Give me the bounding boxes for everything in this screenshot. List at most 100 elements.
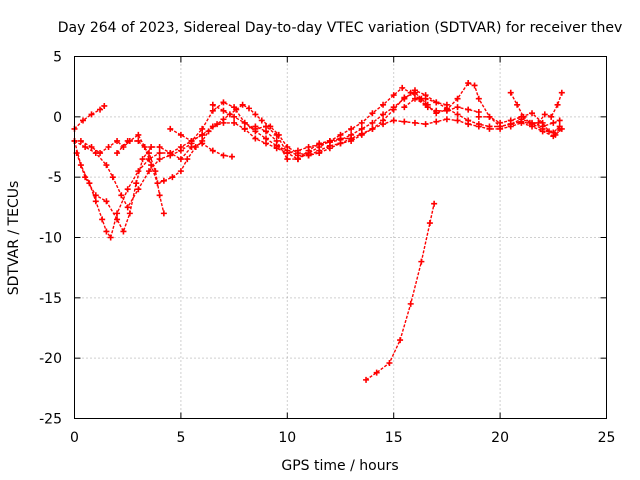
data-point xyxy=(252,111,259,118)
data-point xyxy=(126,210,133,217)
data-point xyxy=(390,92,397,99)
data-point xyxy=(554,101,561,108)
data-point xyxy=(220,107,227,114)
data-point xyxy=(209,147,216,154)
data-point xyxy=(252,135,259,142)
data-point xyxy=(316,150,323,157)
series-track-11 xyxy=(363,200,438,383)
data-point xyxy=(401,104,408,111)
data-point xyxy=(103,228,110,235)
data-point xyxy=(101,102,108,109)
data-point xyxy=(284,147,291,154)
data-point xyxy=(80,117,87,124)
data-point xyxy=(507,89,514,96)
data-point xyxy=(422,95,429,102)
x-axis-ticks: 0 5 10 15 20 25 xyxy=(70,56,616,446)
y-axis-label: SDTVAR / TECUs xyxy=(6,181,22,296)
data-point xyxy=(88,111,95,118)
data-point xyxy=(209,101,216,108)
data-point xyxy=(475,95,482,102)
data-point xyxy=(431,200,438,207)
data-point xyxy=(486,113,493,120)
data-point xyxy=(558,125,565,132)
data-point xyxy=(160,210,167,217)
data-point xyxy=(422,101,429,108)
data-point xyxy=(88,144,95,150)
data-point xyxy=(177,168,184,175)
data-point xyxy=(497,119,504,126)
data-point xyxy=(135,186,142,193)
data-point xyxy=(124,186,131,193)
data-point xyxy=(369,125,376,132)
data-point xyxy=(363,376,370,383)
data-series xyxy=(71,80,565,383)
data-point xyxy=(156,156,163,163)
data-point xyxy=(284,156,291,163)
series-track-13 xyxy=(422,95,450,108)
x-tick-label: 25 xyxy=(598,430,616,446)
x-tick-label: 5 xyxy=(176,430,185,446)
y-tick-label: 5 xyxy=(53,50,62,66)
data-point xyxy=(103,162,110,169)
data-point xyxy=(443,116,450,123)
data-point xyxy=(380,111,387,118)
data-point xyxy=(92,192,99,199)
data-point xyxy=(552,131,559,138)
data-point xyxy=(443,101,450,108)
series-line xyxy=(212,104,561,157)
data-point xyxy=(231,104,238,111)
chart-title: Day 264 of 2023, Sidereal Day-to-day VTE… xyxy=(58,20,622,36)
data-point xyxy=(407,89,414,96)
grid-lines xyxy=(74,56,607,419)
data-point xyxy=(526,119,533,126)
data-point xyxy=(465,106,472,113)
series-line xyxy=(365,203,435,381)
data-point xyxy=(199,131,206,138)
y-tick-label: -5 xyxy=(48,170,62,186)
data-point xyxy=(316,140,323,147)
data-point xyxy=(77,137,84,144)
x-tick-label: 0 xyxy=(70,430,79,446)
data-point xyxy=(109,174,116,181)
data-point xyxy=(114,150,121,157)
data-point xyxy=(548,113,555,120)
y-axis-ticks: -25 -20 -15 -10 -5 0 5 xyxy=(39,50,607,428)
data-point xyxy=(220,119,227,126)
data-point xyxy=(380,121,387,128)
data-point xyxy=(124,204,131,211)
data-point xyxy=(369,110,376,117)
data-point xyxy=(407,300,414,307)
data-point xyxy=(358,119,365,126)
data-point xyxy=(465,121,472,128)
data-point xyxy=(471,82,478,89)
data-point xyxy=(348,135,355,142)
data-point xyxy=(380,101,387,108)
series-line xyxy=(478,112,563,136)
data-point xyxy=(124,137,131,144)
x-tick-label: 20 xyxy=(491,430,509,446)
x-tick-label: 10 xyxy=(278,430,296,446)
data-point xyxy=(558,89,565,96)
data-point xyxy=(114,210,121,217)
data-point xyxy=(529,110,536,117)
series-track-4 xyxy=(71,137,195,211)
data-point xyxy=(273,137,280,144)
data-point xyxy=(231,119,238,126)
data-point xyxy=(114,216,121,223)
data-point xyxy=(390,104,397,111)
data-point xyxy=(82,144,89,150)
x-tick-label: 15 xyxy=(385,430,403,446)
data-point xyxy=(148,144,155,150)
data-point xyxy=(263,135,270,142)
series-line xyxy=(74,105,105,130)
data-point xyxy=(258,117,265,124)
data-point xyxy=(107,234,114,241)
data-point xyxy=(348,125,355,132)
data-point xyxy=(177,147,184,154)
data-point xyxy=(418,258,425,265)
data-point xyxy=(135,131,142,138)
data-point xyxy=(401,118,408,125)
data-point xyxy=(465,80,472,87)
data-point xyxy=(546,128,553,135)
